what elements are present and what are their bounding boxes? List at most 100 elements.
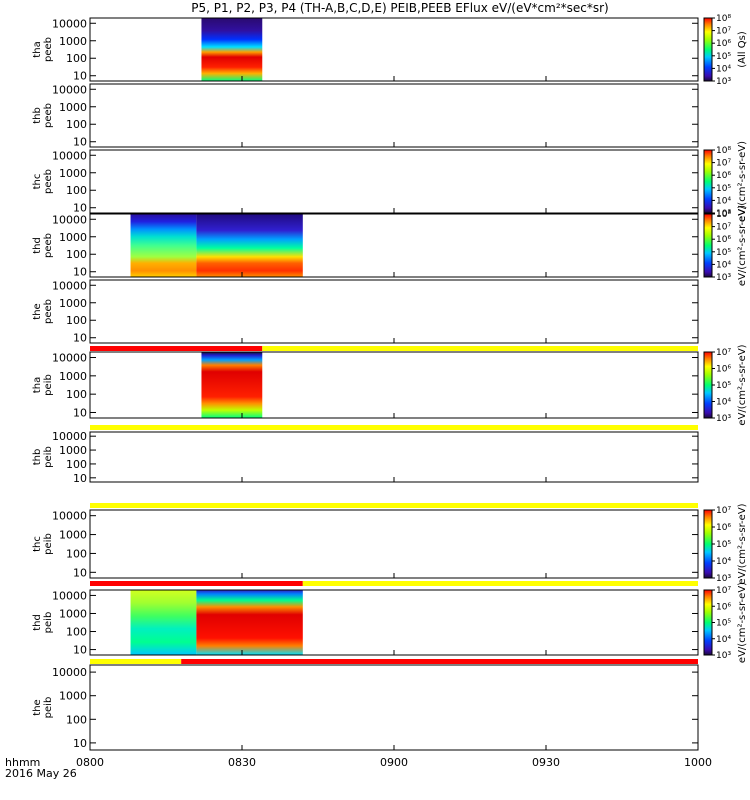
y-tick-label: 100 bbox=[66, 248, 87, 261]
colorbar-label: eV/(cm²-s-sr-eV) bbox=[737, 344, 748, 425]
colorbar-tick-label: 10⁵ bbox=[716, 540, 731, 550]
colorbar bbox=[703, 351, 713, 419]
y-tick-label: 1000 bbox=[59, 607, 87, 620]
y-tick-label: 1000 bbox=[59, 101, 87, 114]
y-tick-label: 10 bbox=[73, 202, 87, 215]
colorbar bbox=[703, 213, 713, 278]
y-tick-label: 100 bbox=[66, 388, 87, 401]
colorbar-tick-label: 10³ bbox=[716, 651, 731, 661]
time-axis-label: hhmm bbox=[5, 756, 40, 769]
panel-frame bbox=[89, 279, 699, 344]
y-tick-label: 10000 bbox=[52, 589, 87, 602]
y-tick-label: 10000 bbox=[52, 430, 87, 443]
y-tick-label: 10000 bbox=[52, 83, 87, 96]
colorbar-tick-label: 10⁵ bbox=[716, 619, 731, 629]
colorbar-tick-label: 10³ bbox=[716, 273, 731, 283]
panel-frame bbox=[89, 351, 699, 419]
panel-thc-peib: 10 100 1000 10000 thcpeib 10³ 10⁴ 10⁵ 10⁶ 10⁷ eV/(… bbox=[32, 503, 748, 585]
y-tick-label: 100 bbox=[66, 713, 87, 726]
colorbar-tick-label: 10⁵ bbox=[716, 184, 731, 194]
panel-ylabel: thepeeb bbox=[32, 299, 54, 324]
flag-bar-segment bbox=[262, 346, 698, 351]
colorbar-tick-label: 10⁶ bbox=[716, 39, 731, 49]
colorbar-tick-label: 10³ bbox=[716, 77, 731, 87]
y-tick-label: 1000 bbox=[59, 231, 87, 244]
colorbar-tick-label: 10⁶ bbox=[716, 365, 731, 375]
y-tick-label: 100 bbox=[66, 52, 87, 65]
panel-ylabel: thcpeib bbox=[32, 533, 54, 555]
colorbar-tick-label: 10⁴ bbox=[716, 635, 731, 645]
panel-frame bbox=[89, 149, 699, 214]
y-tick-label: 1000 bbox=[59, 370, 87, 383]
spectrogram-fill bbox=[201, 352, 263, 418]
spectrogram-fill bbox=[196, 214, 303, 277]
colorbar-tick-label: 10⁴ bbox=[716, 557, 731, 567]
colorbar-tick-label: 10⁴ bbox=[716, 398, 731, 408]
flag-bar-segment bbox=[181, 659, 698, 664]
y-tick-label: 10 bbox=[73, 70, 87, 83]
colorbar-tick-label: 10⁶ bbox=[716, 235, 731, 245]
y-tick-label: 100 bbox=[66, 547, 87, 560]
flag-bar-segment bbox=[90, 346, 263, 351]
colorbar bbox=[703, 509, 713, 579]
spectrogram-fill bbox=[201, 18, 263, 81]
colorbar-tick-label: 10³ bbox=[716, 209, 731, 219]
panel-ylabel: thepeib bbox=[32, 697, 54, 719]
y-tick-label: 10 bbox=[73, 136, 87, 149]
panel-frame bbox=[89, 431, 699, 483]
colorbar-tick-label: 10⁶ bbox=[716, 523, 731, 533]
y-tick-label: 100 bbox=[66, 118, 87, 131]
colorbar-tick-label: 10⁵ bbox=[716, 381, 731, 391]
x-tick-label: 1000 bbox=[684, 756, 712, 769]
y-tick-label: 1000 bbox=[59, 529, 87, 542]
colorbar bbox=[703, 149, 713, 214]
colorbar-tick-label: 10⁶ bbox=[716, 602, 731, 612]
panel-ylabel: thapeeb bbox=[32, 37, 54, 62]
panel-frame bbox=[89, 509, 699, 579]
colorbar-tick-label: 10⁴ bbox=[716, 196, 731, 206]
panel-tha-peib: 10 100 1000 10000 thapeib 10³ 10⁴ 10⁵ 10⁶ 10⁷ eV/(… bbox=[32, 344, 748, 425]
colorbar-tick-label: 10⁸ bbox=[716, 210, 731, 220]
panel-frame bbox=[89, 17, 699, 82]
colorbar-tick-label: 10⁴ bbox=[716, 64, 731, 74]
panel-ylabel: thcpeeb bbox=[32, 169, 54, 194]
panel-frame bbox=[89, 664, 699, 751]
x-tick-label: 0830 bbox=[228, 756, 256, 769]
y-tick-label: 10 bbox=[73, 472, 87, 485]
chart-title: P5, P1, P2, P3, P4 (TH-A,B,C,D,E) PEIB,P… bbox=[191, 1, 609, 15]
y-tick-label: 1000 bbox=[59, 167, 87, 180]
y-tick-label: 1000 bbox=[59, 444, 87, 457]
y-tick-label: 1000 bbox=[59, 35, 87, 48]
colorbar-label: eV/(cm²-s-sr-eV) bbox=[737, 141, 748, 222]
y-tick-label: 10000 bbox=[52, 17, 87, 30]
spectrogram-fill bbox=[130, 590, 197, 655]
y-tick-label: 100 bbox=[66, 314, 87, 327]
y-tick-label: 10000 bbox=[52, 149, 87, 162]
y-tick-label: 10000 bbox=[52, 213, 87, 226]
y-tick-label: 10 bbox=[73, 737, 87, 750]
spectrogram-fill bbox=[130, 214, 197, 277]
colorbar-tick-label: 10⁵ bbox=[716, 52, 731, 62]
panel-ylabel: thapeib bbox=[32, 374, 54, 396]
y-tick-label: 100 bbox=[66, 184, 87, 197]
y-tick-label: 10000 bbox=[52, 666, 87, 679]
colorbar bbox=[703, 589, 713, 656]
colorbar-label: eV/(cm²-s-sr-eV) bbox=[737, 205, 748, 286]
x-tick-label: 0900 bbox=[380, 756, 408, 769]
colorbar-tick-label: 10⁴ bbox=[716, 260, 731, 270]
time-axis-date: 2016 May 26 bbox=[5, 767, 77, 780]
y-tick-label: 10 bbox=[73, 332, 87, 345]
x-tick-label: 0930 bbox=[532, 756, 560, 769]
colorbar-tick-label: 10⁷ bbox=[716, 506, 731, 516]
y-tick-label: 10 bbox=[73, 644, 87, 657]
panel-the-peib: 10 100 1000 10000 thepeib bbox=[32, 659, 699, 751]
colorbar-tick-label: 10⁸ bbox=[716, 146, 731, 156]
y-tick-label: 10 bbox=[73, 266, 87, 279]
y-tick-label: 10000 bbox=[52, 510, 87, 523]
y-tick-label: 100 bbox=[66, 626, 87, 639]
flag-bar-segment bbox=[90, 659, 182, 664]
panel-the-peeb: 10 100 1000 10000 thepeeb bbox=[32, 279, 699, 345]
y-tick-label: 10 bbox=[73, 566, 87, 579]
